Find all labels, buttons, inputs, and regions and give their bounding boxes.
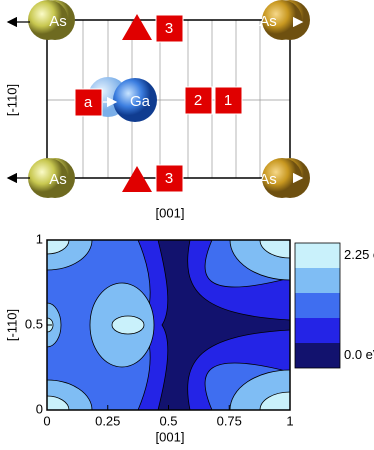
triangle (122, 14, 152, 40)
y-tick-label: 0.5 (25, 316, 43, 331)
atom (262, 0, 302, 40)
atom (262, 158, 302, 198)
atom-label: Ga (130, 93, 151, 110)
atom-label: As (259, 171, 277, 188)
marker-box (74, 88, 103, 117)
contour-field (47, 240, 290, 410)
atom-label: As (49, 171, 67, 188)
contour-region (47, 395, 70, 410)
contour-region (47, 240, 70, 255)
x-tick-label: 1 (286, 413, 293, 428)
colorbar-tick-label: 2.25 eV (344, 247, 374, 262)
colorbar-frame (294, 242, 341, 369)
atom (28, 0, 68, 40)
marker-label: 1 (224, 92, 232, 109)
atom-label: As (259, 13, 277, 30)
axis-label: [-110] (4, 84, 19, 116)
x-tick-label: 0.75 (217, 413, 242, 428)
marker-label: 3 (165, 20, 173, 37)
contour-region (157, 240, 290, 410)
x-tick-label: 0.5 (159, 413, 177, 428)
colorbar-band (295, 268, 340, 293)
colorbar-tick-label: 0.0 eV (344, 347, 374, 362)
x-tick-label: 0 (43, 413, 50, 428)
y-tick-label: 0 (36, 401, 43, 416)
contour-region (259, 240, 290, 259)
colorbar-band (295, 293, 340, 318)
atom-label: As (49, 13, 67, 30)
marker-box (214, 86, 243, 115)
contour-region (111, 315, 145, 335)
atom (113, 78, 157, 122)
y-tick-label: 1 (36, 231, 43, 246)
contour-region (47, 302, 62, 348)
diagram: As As As As Ga 3 3 a 2 1 [001] [-110] (4, 0, 310, 220)
x-tick-label: 0.25 (95, 413, 120, 428)
colorbar-band (295, 318, 340, 343)
marker-label: a (84, 94, 93, 111)
triangle (122, 166, 152, 192)
marker-box (155, 164, 184, 193)
y-axis-label: [-110] (4, 309, 19, 341)
atom (28, 158, 68, 198)
colorbar-band (295, 343, 340, 368)
marker-box (155, 14, 184, 43)
colorbar-band (295, 243, 340, 268)
axis-label: [001] (156, 205, 185, 220)
contour-region (259, 391, 290, 410)
marker-label: 2 (194, 92, 202, 109)
marker-label: 3 (165, 170, 173, 187)
marker-box (184, 86, 213, 115)
x-axis-label: [001] (156, 429, 185, 444)
